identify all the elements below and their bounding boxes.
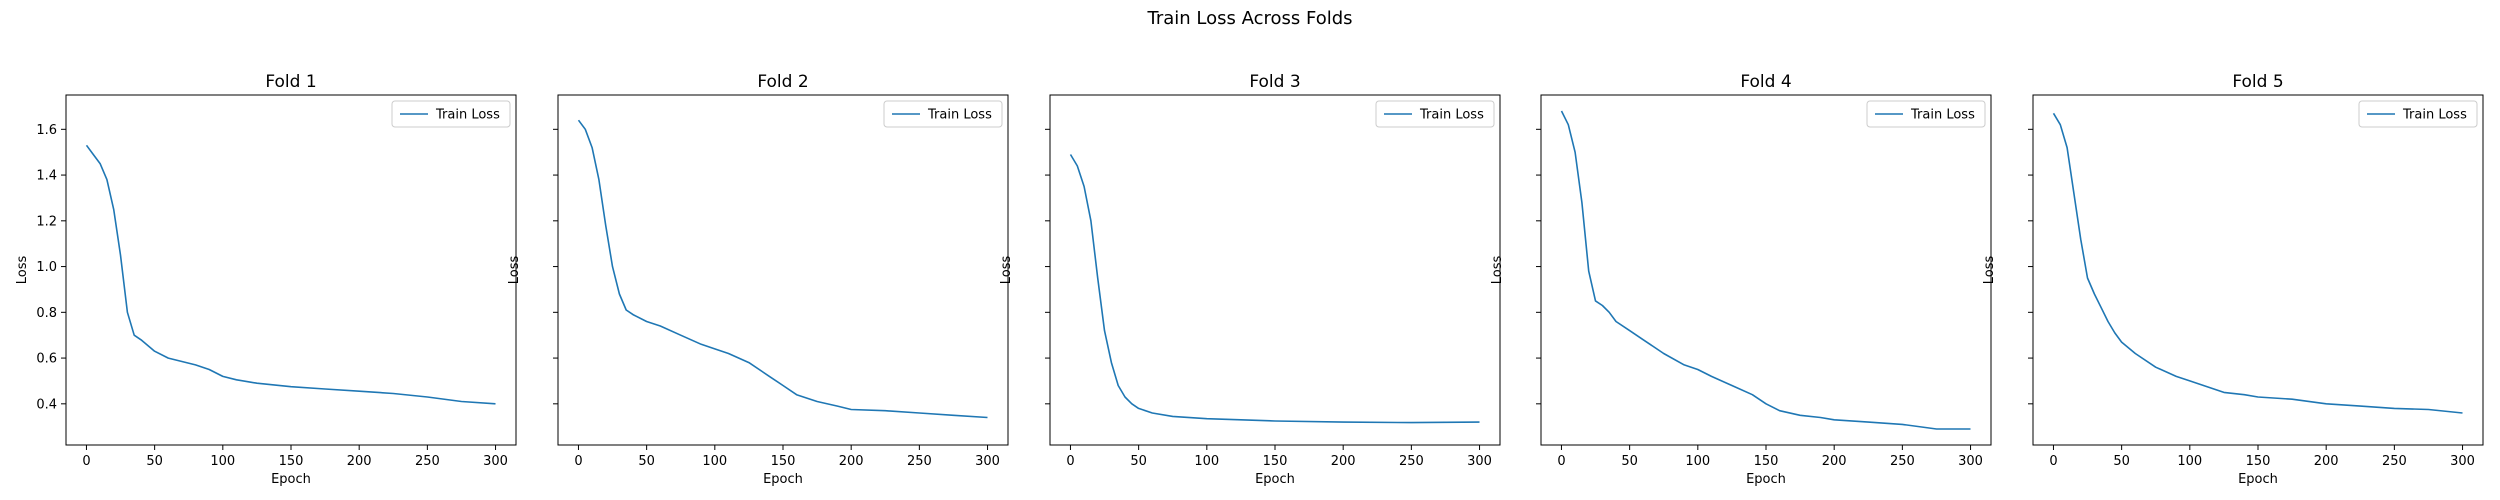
x-axis-label: Epoch — [763, 472, 803, 487]
y-axis-label: Loss — [1982, 256, 1997, 285]
axes-frame — [1049, 94, 1501, 446]
panel-3: Fold 3 0 50 100 150 200 250 300 Epoch Loss Train L… — [999, 72, 1501, 487]
legend: Train Loss — [1866, 100, 1986, 128]
legend-label: Train Loss — [927, 108, 992, 123]
x-tick-label: 200 — [347, 454, 372, 469]
x-tick-label: 100 — [1194, 454, 1219, 469]
panel-title: Fold 1 — [265, 72, 316, 92]
panel-2: Fold 2 0 50 100 150 200 250 300 Epoch Loss Train L… — [507, 72, 1009, 487]
legend: Train Loss — [1375, 100, 1495, 128]
x-tick-label: 250 — [1890, 454, 1915, 469]
legend-label: Train Loss — [435, 108, 500, 123]
y-tick-label: 1.4 — [36, 169, 57, 184]
train-loss-line — [85, 144, 496, 405]
y-axis-label: Loss — [999, 256, 1014, 285]
axes-frame — [65, 94, 517, 446]
x-tick-label: 150 — [1754, 454, 1779, 469]
x-tick-label: 100 — [210, 454, 235, 469]
panel-title: Fold 5 — [2232, 72, 2283, 92]
x-tick-label: 150 — [279, 454, 304, 469]
x-tick-label: 150 — [1263, 454, 1288, 469]
train-loss-line — [2052, 112, 2463, 414]
legend-label: Train Loss — [1419, 108, 1484, 123]
x-tick-label: 200 — [1331, 454, 1356, 469]
x-axis-label: Epoch — [271, 472, 311, 487]
y-tick-label: 1.2 — [36, 214, 57, 229]
axes-frame — [1540, 94, 1992, 446]
panel-4: Fold 4 0 50 100 150 200 250 300 Epoch Loss Train L… — [1490, 72, 1992, 487]
axes-frame — [557, 94, 1009, 446]
axes-frame — [2032, 94, 2484, 446]
legend-box — [2358, 100, 2478, 128]
legend-box — [391, 100, 511, 128]
train-loss-line — [577, 119, 988, 419]
panel-5: Fold 5 0 50 100 150 200 250 300 Epoch Loss Train L… — [1982, 72, 2484, 487]
legend: Train Loss — [2358, 100, 2478, 128]
train-loss-line — [1560, 110, 1971, 430]
x-tick-label: 250 — [2382, 454, 2407, 469]
y-axis-label: Loss — [1490, 256, 1505, 285]
legend: Train Loss — [883, 100, 1003, 128]
legend-box — [1866, 100, 1986, 128]
x-tick-label: 300 — [2450, 454, 2475, 469]
x-tick-label: 100 — [1685, 454, 1710, 469]
x-tick-label: 300 — [1958, 454, 1983, 469]
x-tick-label: 50 — [638, 454, 655, 469]
x-tick-label: 300 — [975, 454, 1000, 469]
x-tick-label: 50 — [146, 454, 163, 469]
x-tick-label: 150 — [771, 454, 796, 469]
legend-box — [1375, 100, 1495, 128]
x-tick-label: 150 — [2246, 454, 2271, 469]
x-tick-label: 0 — [82, 454, 90, 469]
x-tick-label: 0 — [1066, 454, 1074, 469]
legend: Train Loss — [391, 100, 511, 128]
y-tick-label: 0.8 — [36, 306, 57, 321]
legend-label: Train Loss — [2402, 108, 2467, 123]
y-tick-label: 0.6 — [36, 352, 57, 367]
x-tick-label: 100 — [2177, 454, 2202, 469]
legend-label: Train Loss — [1910, 108, 1975, 123]
legend-box — [883, 100, 1003, 128]
figure-title: Train Loss Across Folds — [1146, 8, 1352, 29]
x-tick-label: 100 — [702, 454, 727, 469]
y-tick-label: 0.4 — [36, 397, 57, 412]
y-axis-label: Loss — [507, 256, 522, 285]
x-tick-label: 200 — [839, 454, 864, 469]
x-axis-label: Epoch — [2238, 472, 2278, 487]
x-tick-label: 250 — [415, 454, 440, 469]
train-loss-line — [1069, 154, 1480, 424]
panel-title: Fold 3 — [1249, 72, 1300, 92]
y-axis-label: Loss — [15, 256, 30, 285]
panel-title: Fold 2 — [757, 72, 808, 92]
x-axis-label: Epoch — [1255, 472, 1295, 487]
x-axis-label: Epoch — [1746, 472, 1786, 487]
x-tick-label: 250 — [1399, 454, 1424, 469]
x-tick-label: 0 — [2049, 454, 2057, 469]
x-tick-label: 200 — [1822, 454, 1847, 469]
y-tick-label: 1.6 — [36, 123, 57, 138]
panels-group: Fold 1 0 50 100 150 200 250 300 0.4 0.6 0.8 1.0 1.2 1… — [15, 72, 2484, 487]
panel-title: Fold 4 — [1740, 72, 1791, 92]
x-tick-label: 50 — [2113, 454, 2130, 469]
panel-1: Fold 1 0 50 100 150 200 250 300 0.4 0.6 0.8 1.0 1.2 1… — [15, 72, 517, 487]
x-tick-label: 0 — [574, 454, 582, 469]
x-tick-label: 300 — [483, 454, 508, 469]
x-tick-label: 50 — [1621, 454, 1638, 469]
x-tick-label: 0 — [1557, 454, 1565, 469]
y-tick-label: 1.0 — [36, 260, 57, 275]
x-tick-label: 300 — [1467, 454, 1492, 469]
x-tick-label: 200 — [2314, 454, 2339, 469]
x-tick-label: 50 — [1130, 454, 1147, 469]
x-tick-label: 250 — [907, 454, 932, 469]
